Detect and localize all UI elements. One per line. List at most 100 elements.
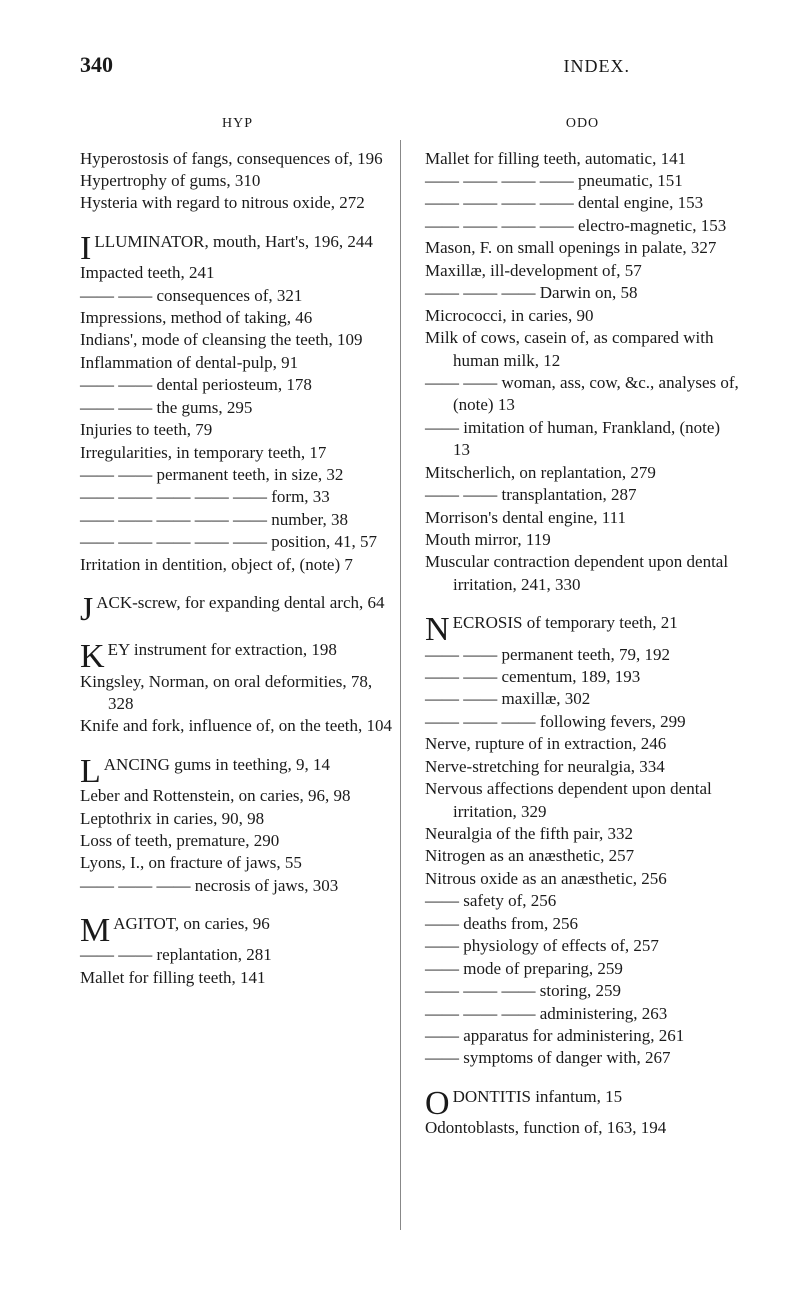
page-header: 340 INDEX. <box>80 50 740 80</box>
entry-spacer <box>80 623 395 639</box>
index-entry: —— apparatus for administering, 261 <box>425 1025 740 1047</box>
entry-text: LLUMINATOR, mouth, Hart's, 196, 244 <box>80 231 395 253</box>
drop-cap: M <box>80 917 110 944</box>
index-entry: Nerve-stretching for neuralgia, 334 <box>425 756 740 778</box>
index-entry: LANCING gums in teething, 9, 14 <box>80 754 395 776</box>
drop-cap: J <box>80 596 93 623</box>
index-entry: MAGITOT, on caries, 96 <box>80 913 395 935</box>
index-entry: Mouth mirror, 119 <box>425 529 740 551</box>
index-entry: Indians', mode of cleansing the teeth, 1… <box>80 329 395 351</box>
drop-cap: O <box>425 1090 450 1117</box>
index-entry: —— deaths from, 256 <box>425 913 740 935</box>
column-divider <box>400 140 401 1230</box>
index-entry: —— —— the gums, 295 <box>80 397 395 419</box>
index-entry: —— —— woman, ass, cow, &c., analyses of,… <box>425 372 740 417</box>
index-entry: —— —— cementum, 189, 193 <box>425 666 740 688</box>
drop-cap: I <box>80 235 91 262</box>
running-head: INDEX. <box>564 54 631 78</box>
left-entries: Hyperostosis of fangs, consequences of, … <box>80 148 395 990</box>
entry-spacer <box>80 576 395 592</box>
index-entry: ILLUMINATOR, mouth, Hart's, 196, 244 <box>80 231 395 253</box>
index-entry: Impressions, method of taking, 46 <box>80 307 395 329</box>
index-entry: Milk of cows, casein of, as compared wit… <box>425 327 740 372</box>
index-entry: —— —— —— —— electro-magnetic, 153 <box>425 215 740 237</box>
index-entry: —— physiology of effects of, 257 <box>425 935 740 957</box>
index-columns: HYP Hyperostosis of fangs, consequences … <box>80 115 740 1140</box>
index-entry: Mallet for filling teeth, 141 <box>80 967 395 989</box>
index-entry: —— —— transplantation, 287 <box>425 484 740 506</box>
index-entry: Irritation in dentition, object of, (not… <box>80 554 395 576</box>
entry-text: EY instrument for extraction, 198 <box>80 639 395 661</box>
index-entry: Impacted teeth, 241 <box>80 262 395 284</box>
index-entry: ODONTITIS infantum, 15 <box>425 1086 740 1108</box>
entry-text: ACK-screw, for expanding dental arch, 64 <box>80 592 395 614</box>
index-entry: —— safety of, 256 <box>425 890 740 912</box>
index-entry: Leptothrix in caries, 90, 98 <box>80 808 395 830</box>
index-entry: Mitscherlich, on replantation, 279 <box>425 462 740 484</box>
index-entry: —— —— dental periosteum, 178 <box>80 374 395 396</box>
entry-text: AGITOT, on caries, 96 <box>80 913 395 935</box>
index-entry: Mason, F. on small openings in palate, 3… <box>425 237 740 259</box>
index-entry: Hypertrophy of gums, 310 <box>80 170 395 192</box>
entry-text: DONTITIS infantum, 15 <box>425 1086 740 1108</box>
index-entry: JACK-screw, for expanding dental arch, 6… <box>80 592 395 614</box>
right-column: ODO Mallet for filling teeth, automatic,… <box>425 115 740 1140</box>
index-entry: —— —— —— necrosis of jaws, 303 <box>80 875 395 897</box>
index-entry: Leber and Rottenstein, on caries, 96, 98 <box>80 785 395 807</box>
index-entry: —— imitation of human, Frankland, (note)… <box>425 417 740 462</box>
entry-spacer <box>80 897 395 913</box>
index-entry: —— —— —— following fevers, 299 <box>425 711 740 733</box>
right-entries: Mallet for filling teeth, automatic, 141… <box>425 148 740 1140</box>
left-column-header: HYP <box>80 115 395 134</box>
index-entry: —— —— —— —— —— form, 33 <box>80 486 395 508</box>
index-entry: —— —— maxillæ, 302 <box>425 688 740 710</box>
index-entry: —— —— —— —— dental engine, 153 <box>425 192 740 214</box>
index-entry: Maxillæ, ill-development of, 57 <box>425 260 740 282</box>
index-entry: Inflammation of dental-pulp, 91 <box>80 352 395 374</box>
index-entry: Micrococci, in caries, 90 <box>425 305 740 327</box>
entry-text: ANCING gums in teething, 9, 14 <box>80 754 395 776</box>
index-entry: —— —— —— —— —— number, 38 <box>80 509 395 531</box>
entry-text: ECROSIS of temporary teeth, 21 <box>425 612 740 634</box>
index-entry: —— —— —— —— pneumatic, 151 <box>425 170 740 192</box>
index-entry: —— —— replantation, 281 <box>80 944 395 966</box>
index-entry: NECROSIS of temporary teeth, 21 <box>425 612 740 634</box>
entry-spacer <box>80 738 395 754</box>
index-entry: —— —— permanent teeth, in size, 32 <box>80 464 395 486</box>
drop-cap: K <box>80 643 105 670</box>
index-entry: —— —— —— Darwin on, 58 <box>425 282 740 304</box>
index-entry: —— —— —— administering, 263 <box>425 1003 740 1025</box>
index-entry: —— symptoms of danger with, 267 <box>425 1047 740 1069</box>
index-entry: —— —— consequences of, 321 <box>80 285 395 307</box>
index-entry: —— mode of preparing, 259 <box>425 958 740 980</box>
index-entry: Hysteria with regard to nitrous oxide, 2… <box>80 192 395 214</box>
index-entry: Lyons, I., on fracture of jaws, 55 <box>80 852 395 874</box>
drop-cap: N <box>425 616 450 643</box>
index-entry: Odontoblasts, function of, 163, 194 <box>425 1117 740 1139</box>
index-entry: Nervous affections dependent upon dental… <box>425 778 740 823</box>
index-entry: —— —— permanent teeth, 79, 192 <box>425 644 740 666</box>
index-entry: Nitrogen as an anæsthetic, 257 <box>425 845 740 867</box>
index-entry: Muscular contraction dependent upon dent… <box>425 551 740 596</box>
index-entry: Hyperostosis of fangs, consequences of, … <box>80 148 395 170</box>
index-entry: Irregularities, in temporary teeth, 17 <box>80 442 395 464</box>
index-entry: Injuries to teeth, 79 <box>80 419 395 441</box>
index-entry: —— —— —— storing, 259 <box>425 980 740 1002</box>
index-entry: Nerve, rupture of in extraction, 246 <box>425 733 740 755</box>
left-column: HYP Hyperostosis of fangs, consequences … <box>80 115 395 1140</box>
index-entry: Morrison's dental engine, 111 <box>425 507 740 529</box>
entry-spacer <box>80 215 395 231</box>
entry-spacer <box>425 1070 740 1086</box>
index-entry: Kingsley, Norman, on oral deformities, 7… <box>80 671 395 716</box>
index-entry: Knife and fork, influence of, on the tee… <box>80 715 395 737</box>
index-entry: Neuralgia of the fifth pair, 332 <box>425 823 740 845</box>
index-entry: Nitrous oxide as an anæsthetic, 256 <box>425 868 740 890</box>
index-entry: Mallet for filling teeth, automatic, 141 <box>425 148 740 170</box>
index-entry: KEY instrument for extraction, 198 <box>80 639 395 661</box>
drop-cap: L <box>80 758 101 785</box>
index-entry: Loss of teeth, premature, 290 <box>80 830 395 852</box>
right-column-header: ODO <box>425 115 740 134</box>
entry-spacer <box>425 596 740 612</box>
page-number: 340 <box>80 50 113 80</box>
index-entry: —— —— —— —— —— position, 41, 57 <box>80 531 395 553</box>
